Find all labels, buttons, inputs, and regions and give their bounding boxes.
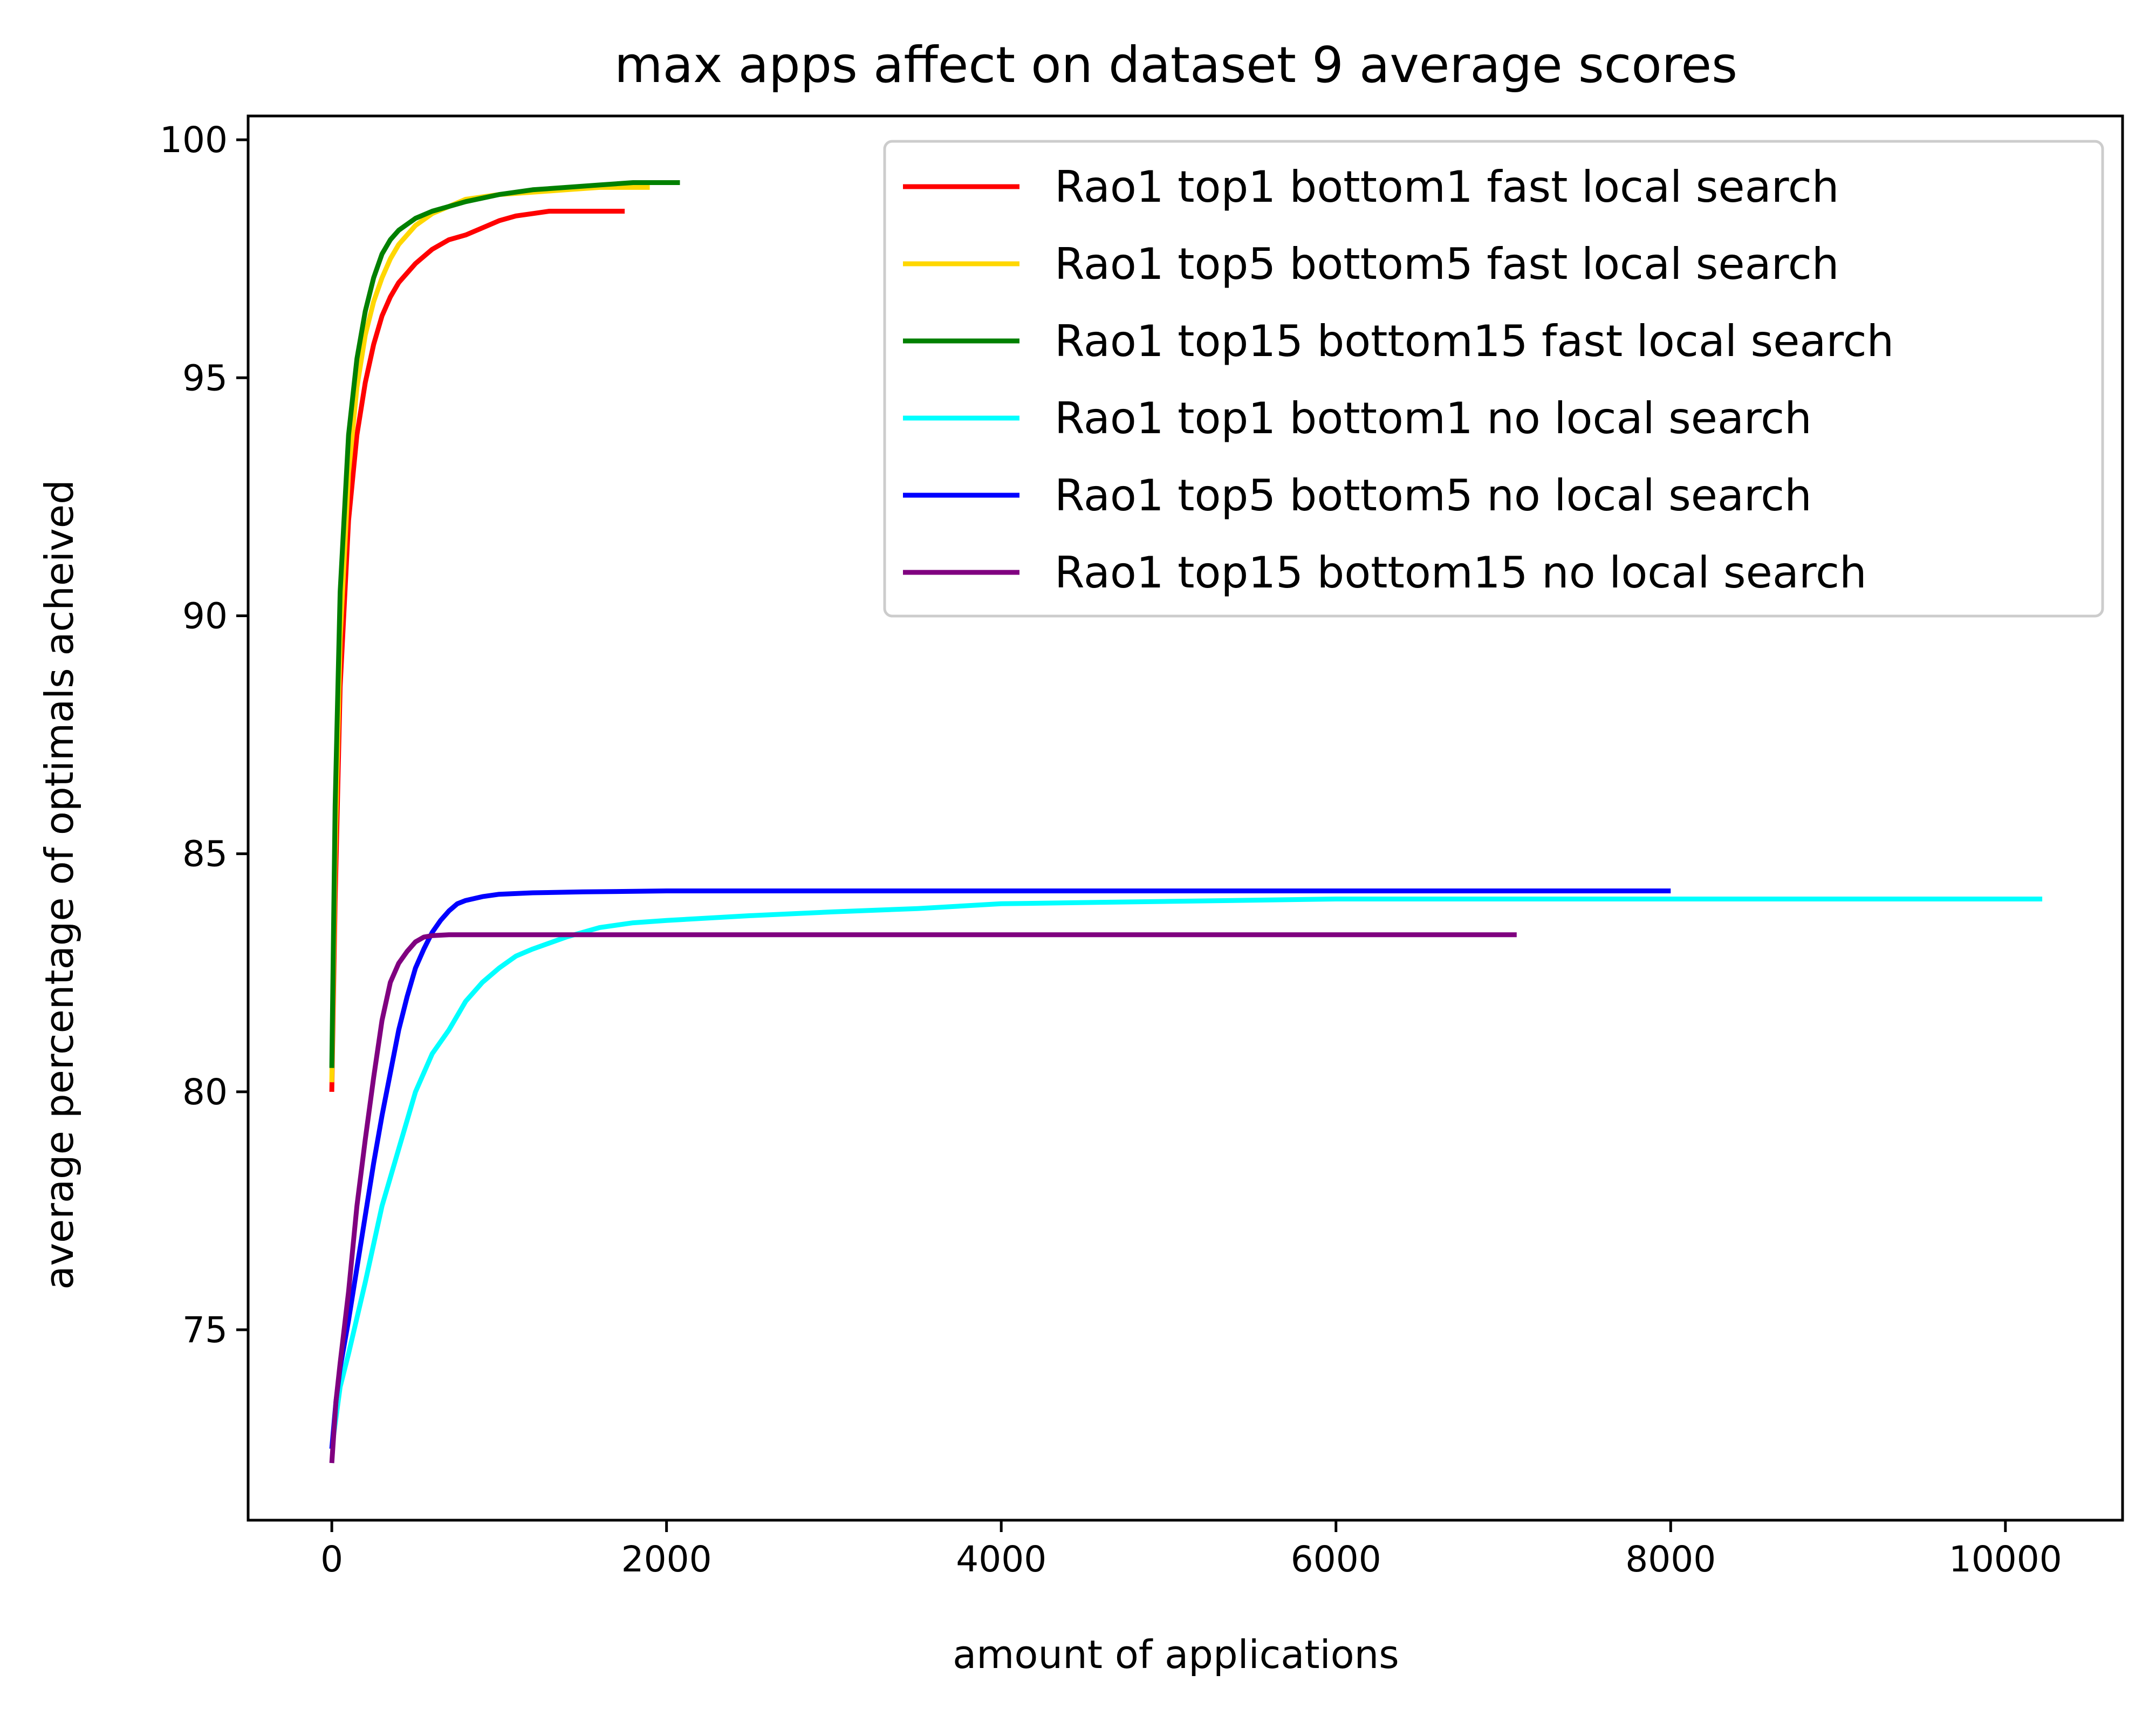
legend-box	[883, 140, 2104, 618]
y-tick-label: 80	[182, 1071, 228, 1113]
legend-label: Rao1 top5 bottom5 fast local search	[1055, 239, 1839, 289]
plot-area	[329, 180, 2043, 1464]
x-tick-label: 6000	[1291, 1539, 1381, 1580]
series-line-1	[329, 209, 625, 1092]
x-tick-label: 0	[320, 1539, 343, 1580]
legend-label: Rao1 top15 bottom15 no local search	[1055, 548, 1867, 598]
y-tick-label: 75	[182, 1309, 228, 1351]
legend-label: Rao1 top15 bottom15 fast local search	[1055, 316, 1894, 366]
series-line-3	[329, 180, 680, 1068]
series-line-5	[329, 888, 1671, 1449]
legend-label: Rao1 top1 bottom1 fast local search	[1055, 162, 1839, 212]
x-tick-label: 8000	[1625, 1539, 1716, 1580]
legend-label: Rao1 top5 bottom5 no local search	[1055, 470, 1812, 521]
x-axis-label: amount of applications	[953, 1632, 1399, 1677]
y-tick-label: 95	[182, 357, 228, 399]
y-axis-label: average percentage of optimals acheived	[37, 480, 82, 1290]
chart-title: max apps affect on dataset 9 average sco…	[614, 36, 1737, 94]
plot-frame	[247, 114, 2124, 1522]
x-tick-label: 2000	[621, 1539, 712, 1580]
y-tick-label: 100	[160, 119, 228, 161]
legend: Rao1 top1 bottom1 fast local search Rao1 …	[883, 140, 2104, 618]
legend-label: Rao1 top1 bottom1 no local search	[1055, 393, 1812, 443]
axes: 0 2000 4000 6000 8000 10000 75 80 85 90 95 100	[160, 114, 2124, 1580]
series-line-6	[329, 932, 1517, 1464]
x-tick-label: 10000	[1949, 1539, 2062, 1580]
x-tick-label: 4000	[956, 1539, 1046, 1580]
y-tick-label: 90	[182, 595, 228, 637]
y-tick-label: 85	[182, 833, 228, 875]
series-line-4	[329, 897, 2043, 1450]
